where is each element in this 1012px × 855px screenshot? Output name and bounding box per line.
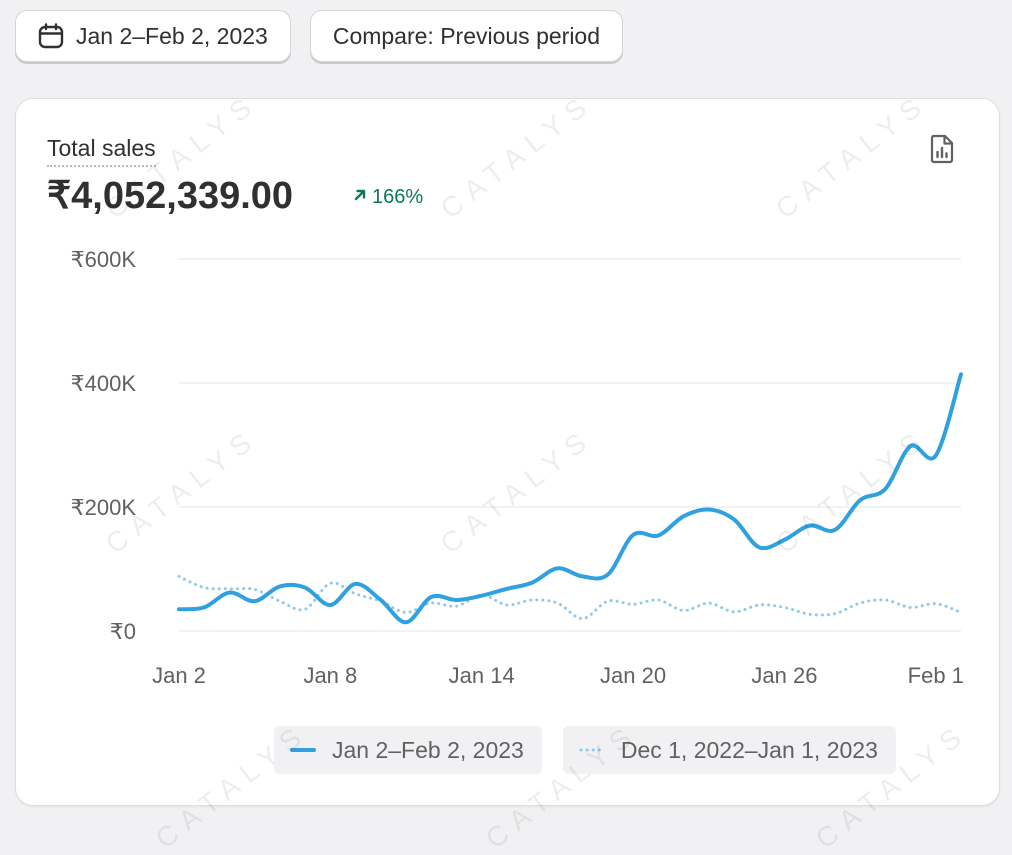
sales-chart: ₹0 ₹200K ₹400K ₹600K Jan 2 Jan 8 Jan 14 Jan 20 J…: [71, 247, 964, 688]
metric-value: ₹4,052,339.00: [47, 175, 294, 217]
metric-title[interactable]: Total sales: [47, 135, 156, 167]
series-line-previous: [177, 574, 963, 621]
legend-current-swatch: [290, 748, 316, 752]
x-tick-label: Jan 14: [449, 663, 515, 688]
legend-current-label: Jan 2–Feb 2, 2023: [332, 736, 524, 763]
series-line-current: [177, 372, 963, 625]
x-tick-label: Jan 2: [152, 663, 206, 688]
legend-previous-label: Dec 1, 2022–Jan 1, 2023: [620, 736, 878, 763]
x-tick-label: Jan 20: [600, 663, 666, 688]
calendar-icon: [38, 23, 64, 49]
date-range-label: Jan 2–Feb 2, 2023: [76, 22, 268, 49]
report-icon[interactable]: [929, 134, 955, 169]
arrow-up-right-icon: [352, 186, 368, 209]
x-tick-label: Jan 8: [303, 663, 357, 688]
change-percent: 166%: [372, 186, 424, 208]
legend-current-period[interactable]: Jan 2–Feb 2, 2023: [274, 726, 542, 774]
legend-previous-swatch: [579, 748, 605, 752]
x-tick-label: Feb 1: [908, 663, 964, 688]
y-tick-label: ₹200K: [71, 495, 137, 520]
compare-button[interactable]: Compare: Previous period: [309, 10, 624, 62]
x-tick-label: Jan 26: [751, 663, 817, 688]
sales-card: ₹0 ₹200K ₹400K ₹600K Jan 2 Jan 8 Jan 14 Jan 20 J…: [15, 98, 1000, 806]
change-indicator: 166%: [352, 186, 423, 209]
legend-previous-period[interactable]: Dec 1, 2022–Jan 1, 2023: [562, 726, 896, 774]
chart-legend: Jan 2–Feb 2, 2023 Dec 1, 2022–Jan 1, 202…: [274, 726, 896, 774]
toolbar: Jan 2–Feb 2, 2023 Compare: Previous peri…: [15, 10, 624, 62]
y-tick-label: ₹600K: [71, 247, 137, 272]
date-range-button[interactable]: Jan 2–Feb 2, 2023: [15, 10, 291, 62]
y-tick-label: ₹0: [110, 619, 136, 644]
compare-label: Compare: Previous period: [332, 22, 601, 49]
y-tick-label: ₹400K: [71, 371, 137, 396]
